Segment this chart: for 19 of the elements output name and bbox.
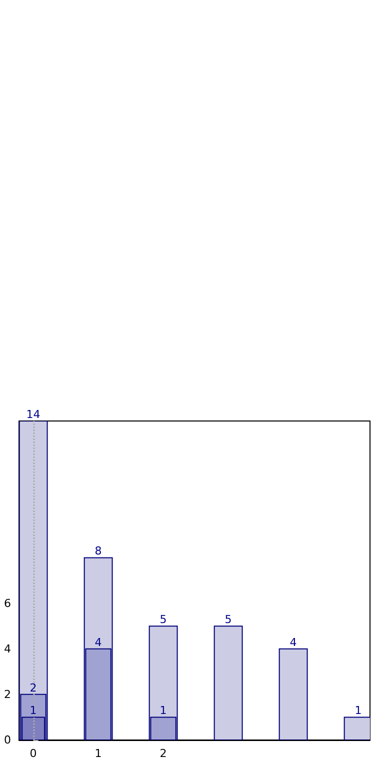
bar: [278, 648, 308, 740]
data-label: 1: [354, 704, 362, 718]
y-tick-label: 6: [4, 596, 11, 610]
data-label: 5: [224, 613, 232, 626]
data-label: 1: [30, 704, 37, 718]
data-label: 4: [94, 636, 102, 649]
x-tick-label: 1: [94, 747, 102, 760]
y-tick-label: 0: [4, 734, 11, 746]
y-tick-label: 2: [4, 688, 11, 701]
x-tick-label: 0: [30, 747, 37, 760]
data-label: 2: [30, 681, 37, 694]
data-label: 1: [160, 704, 167, 718]
bar: [214, 626, 243, 740]
data-label: 4: [290, 636, 297, 649]
data-label: 8: [94, 544, 102, 558]
data-label: 14: [26, 408, 40, 421]
y-tick-label: 4: [4, 642, 11, 656]
data-label: 5: [160, 613, 167, 626]
x-tick-label: 2: [160, 747, 167, 760]
